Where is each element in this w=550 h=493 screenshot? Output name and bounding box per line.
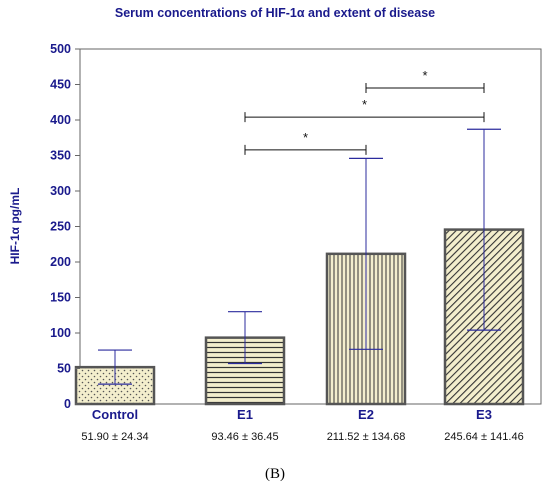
error-bar-control [98, 349, 132, 385]
error-bar-e2 [349, 157, 383, 350]
significance-bracket-e1-e2: * [244, 130, 367, 155]
y-tick-label: 0 [64, 397, 71, 411]
y-tick-label: 50 [57, 362, 71, 376]
significance-bracket-e2-e3: * [365, 68, 485, 94]
y-tick-label: 100 [50, 326, 71, 340]
y-tick-label: 450 [50, 78, 71, 92]
x-tick-label-e1: E1 [237, 407, 253, 422]
x-tick-label-e2: E2 [358, 407, 374, 422]
y-tick-label: 250 [50, 220, 71, 234]
y-tick-label: 150 [50, 291, 71, 305]
x-tick-label-control: Control [92, 407, 138, 422]
y-tick-label: 350 [50, 149, 71, 163]
significance-bracket-e1-e3: * [244, 97, 485, 123]
y-tick-label: 200 [50, 255, 71, 269]
stat-label-e3: 245.64 ± 141.46 [444, 431, 524, 443]
stat-label-control: 51.90 ± 24.34 [81, 431, 149, 443]
y-tick-label: 300 [50, 184, 71, 198]
y-tick-label: 400 [50, 113, 71, 127]
significance-label: * [422, 68, 427, 83]
y-axis-label: HIF-1α pg/mL [8, 188, 22, 265]
chart-title: Serum concentrations of HIF-1α and exten… [114, 6, 436, 20]
significance-label: * [362, 97, 367, 112]
error-bar-e1 [228, 311, 262, 365]
stat-label-e2: 211.52 ± 134.68 [326, 431, 406, 443]
y-tick-label: 500 [50, 42, 71, 56]
panel-label: (B) [265, 466, 285, 482]
x-tick-label-e3: E3 [476, 407, 492, 422]
significance-label: * [303, 130, 308, 145]
stat-label-e1: 93.46 ± 36.45 [211, 431, 279, 443]
error-bar-e3 [467, 128, 501, 331]
